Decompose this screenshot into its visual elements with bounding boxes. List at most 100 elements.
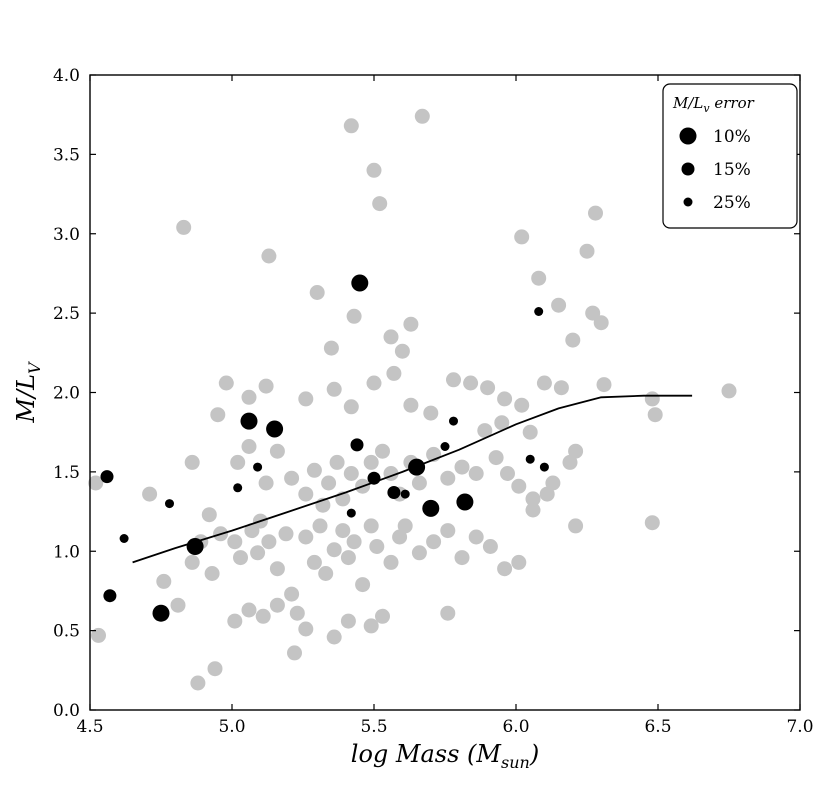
data-point [343, 466, 359, 481]
data-point [186, 538, 204, 555]
data-point [278, 526, 294, 542]
data-point [414, 108, 430, 124]
data-point [184, 554, 200, 570]
data-point [536, 375, 552, 391]
data-point [355, 577, 371, 593]
legend-entry-label: 15% [713, 160, 751, 180]
data-point [103, 589, 117, 603]
data-point [411, 545, 427, 561]
data-point [201, 507, 217, 523]
legend-entry-label: 10% [713, 127, 751, 147]
data-point [289, 605, 305, 621]
x-axis: 4.5 5.0 5.5 6.0 6.5 7.0 [76, 75, 814, 737]
data-point [411, 475, 427, 491]
data-point [449, 416, 458, 426]
data-point [343, 118, 359, 134]
data-point [326, 629, 342, 645]
x-tick-label: 5.0 [218, 717, 245, 737]
black-points-10pct-error [152, 274, 474, 622]
data-point [568, 443, 584, 459]
data-point [585, 305, 601, 321]
data-point [204, 566, 220, 581]
data-point [522, 424, 538, 440]
data-point [488, 450, 504, 466]
y-tick-label: 2.5 [53, 304, 80, 324]
data-point [346, 308, 362, 324]
data-point [227, 534, 243, 550]
data-point [426, 534, 442, 550]
data-point [565, 332, 581, 348]
data-point [562, 454, 578, 470]
data-point [456, 493, 474, 511]
x-tick-label: 5.5 [360, 717, 387, 737]
data-point [511, 478, 527, 494]
data-point [588, 205, 603, 221]
data-point [227, 613, 243, 629]
y-tick-label: 1.0 [53, 542, 80, 562]
data-point [340, 613, 356, 629]
data-point [306, 462, 322, 478]
data-point [287, 645, 302, 661]
data-point [298, 621, 314, 637]
data-point [534, 307, 544, 316]
data-point [255, 608, 271, 624]
data-point [392, 529, 408, 545]
data-point [309, 285, 325, 300]
data-point [207, 661, 223, 677]
data-point [306, 554, 322, 570]
data-point [326, 381, 342, 397]
data-point [440, 605, 456, 621]
y-tick-label: 1.5 [53, 463, 80, 483]
data-point [514, 229, 530, 245]
data-point [318, 566, 334, 581]
data-point [568, 518, 584, 534]
data-point [593, 315, 609, 331]
data-point [244, 523, 260, 539]
gray-points [88, 108, 737, 691]
data-point [284, 470, 300, 486]
data-point [233, 550, 248, 566]
data-point [323, 340, 339, 356]
data-point [477, 423, 493, 439]
y-tick-label: 4.0 [53, 66, 80, 86]
data-point [440, 470, 456, 486]
data-point [350, 438, 364, 452]
data-point [190, 675, 206, 691]
data-point [539, 486, 555, 502]
data-point [397, 518, 413, 534]
legend-marker [683, 197, 693, 207]
data-point [261, 248, 277, 264]
data-point [210, 407, 226, 423]
data-point [269, 561, 285, 577]
data-point [400, 489, 410, 499]
data-point [539, 462, 549, 472]
data-point [423, 405, 439, 421]
data-point [240, 412, 258, 430]
data-point [596, 377, 612, 393]
data-point [721, 383, 737, 399]
data-point [156, 573, 172, 589]
data-point [321, 475, 337, 491]
data-point [343, 399, 359, 415]
data-point [100, 470, 114, 484]
legend: M/Lv error 10% 15% 25% [662, 83, 798, 229]
y-tick-label: 3.0 [53, 225, 80, 245]
data-point [551, 297, 567, 313]
data-point [545, 475, 561, 491]
data-point [387, 486, 401, 499]
model-line [132, 394, 693, 564]
legend-box [662, 83, 798, 229]
data-point [494, 415, 510, 431]
data-point [440, 442, 450, 451]
data-point [261, 534, 277, 550]
y-axis-label: M/LV [12, 361, 44, 424]
data-point [218, 375, 234, 391]
data-point [258, 378, 274, 394]
legend-marker [681, 162, 695, 176]
data-point [482, 539, 498, 554]
data-point [250, 545, 266, 561]
data-point [91, 627, 106, 643]
data-point [269, 443, 285, 459]
